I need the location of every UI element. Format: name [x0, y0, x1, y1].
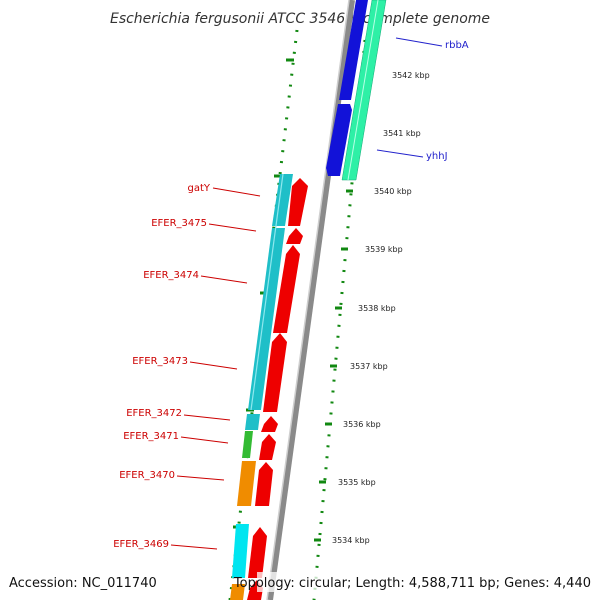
map-title: Escherichia fergusonii ATCC 35469, compl… [110, 11, 490, 27]
gene-EFER_3470-orange[interactable] [237, 461, 256, 506]
gene-label[interactable]: gatY [187, 183, 210, 194]
gene-EFER_3472[interactable] [261, 416, 278, 432]
red-genes [247, 178, 308, 600]
gene-EFER_3469-cyan[interactable] [232, 524, 249, 578]
gene-yhhJ-highlight [347, 0, 379, 181]
leader-line [395, 37, 443, 47]
leader-line [180, 436, 229, 444]
gene-yhhJ[interactable] [341, 0, 387, 181]
gene-label[interactable]: EFER_3472 [126, 408, 182, 419]
gene-label[interactable]: rbbA [445, 40, 469, 51]
leader-line [208, 223, 257, 232]
footer-backdrop [257, 572, 595, 592]
gene-rbbA[interactable] [339, 0, 368, 100]
gene-label[interactable]: EFER_3473 [132, 356, 188, 367]
gene-label[interactable]: EFER_3474 [143, 270, 199, 281]
gene-EFER_3471-green[interactable] [242, 431, 253, 458]
other-genes [230, 431, 256, 600]
ruler-label: 3540 kbp [374, 187, 412, 196]
leader-line [200, 275, 248, 284]
footer: Accession: NC_011740 Topology: circular;… [9, 572, 595, 592]
leader-line [212, 187, 261, 197]
ruler-label: 3535 kbp [338, 478, 376, 487]
gene-EFER_3475[interactable] [286, 228, 303, 244]
gene-orange-bottom[interactable] [230, 584, 245, 600]
ruler-label: 3539 kbp [365, 245, 403, 254]
teal-strip [245, 173, 293, 430]
leader-line [189, 361, 238, 370]
gene-EFER_3474[interactable] [273, 245, 300, 333]
gene-rbbA-segment[interactable] [326, 104, 352, 176]
backbone-line [267, 0, 355, 600]
gene-EFER_3471[interactable] [259, 434, 276, 460]
ruler-label: 3537 kbp [350, 362, 388, 371]
leader-line [176, 475, 225, 481]
gene-EFER_3473[interactable] [263, 333, 287, 412]
ruler-label: 3536 kbp [343, 420, 381, 429]
leader-line [183, 414, 231, 421]
topology-text: Topology: circular; Length: 4,588,711 bp… [233, 576, 591, 591]
teal-highlight [250, 173, 284, 411]
gene-label[interactable]: EFER_3471 [123, 431, 179, 442]
gene-label[interactable]: yhhJ [426, 151, 448, 162]
backbone-highlight [266, 0, 350, 600]
gene-labels-left: gatY EFER_3475 EFER_3474 EFER_3473 EFER_… [113, 183, 261, 550]
leader-line [376, 149, 424, 158]
upper-genes [326, 0, 387, 181]
gene-EFER_3470[interactable] [255, 462, 273, 506]
ruler-label: 3534 kbp [332, 536, 370, 545]
gene-gatY[interactable] [288, 178, 308, 226]
ruler-label: 3542 kbp [392, 71, 430, 80]
gene-label[interactable]: EFER_3475 [151, 218, 207, 229]
gene-EFER_3472-teal[interactable] [245, 414, 260, 430]
ruler-label: 3541 kbp [383, 129, 421, 138]
leader-line [170, 544, 218, 550]
gene-label[interactable]: EFER_3470 [119, 470, 175, 481]
accession-text: Accession: NC_011740 [9, 576, 157, 591]
gene-EFER_3469[interactable] [248, 527, 267, 578]
ruler-label: 3538 kbp [358, 304, 396, 313]
ruler-track: 3542 kbp 3541 kbp 3540 kbp 3539 kbp 3538… [312, 39, 430, 600]
genome-backbone [266, 0, 355, 600]
gene-labels-right: rbbA yhhJ [376, 37, 469, 162]
gene-label[interactable]: EFER_3469 [113, 539, 169, 550]
